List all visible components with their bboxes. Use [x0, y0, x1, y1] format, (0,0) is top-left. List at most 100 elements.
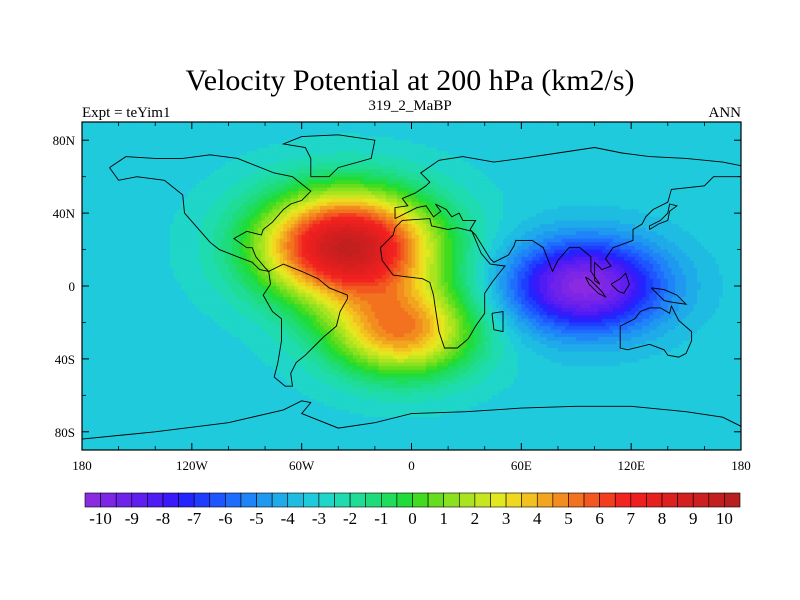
field-cell [203, 177, 207, 181]
field-cell [126, 195, 130, 199]
field-cell [122, 191, 126, 195]
field-cell [430, 180, 434, 184]
field-cell [258, 184, 262, 188]
field-cell [617, 158, 621, 162]
field-cell [507, 173, 511, 177]
field-cell [390, 173, 394, 177]
field-cell [228, 173, 232, 177]
field-cell [463, 202, 467, 206]
field-cell [130, 137, 134, 141]
field-cell [174, 162, 178, 166]
field-cell [108, 137, 112, 141]
field-cell [93, 166, 97, 170]
field-cell [291, 184, 295, 188]
field-cell [536, 191, 540, 195]
field-cell [115, 180, 119, 184]
field-cell [368, 220, 372, 224]
field-cell [386, 166, 390, 170]
field-cell [540, 180, 544, 184]
field-cell [379, 213, 383, 217]
field-cell [510, 169, 514, 173]
field-cell [195, 188, 199, 192]
field-cell [730, 199, 734, 203]
field-cell [155, 195, 159, 199]
field-cell [477, 206, 481, 210]
field-cell [291, 148, 295, 152]
field-cell [97, 213, 101, 217]
field-cell [108, 133, 112, 137]
field-cell [565, 144, 569, 148]
field-cell [272, 126, 276, 130]
field-cell [466, 180, 470, 184]
field-cell [390, 209, 394, 213]
field-cell [408, 144, 412, 148]
field-cell [393, 202, 397, 206]
field-cell [543, 144, 547, 148]
field-cell [613, 184, 617, 188]
field-cell [232, 202, 236, 206]
field-cell [474, 133, 478, 137]
field-cell [375, 213, 379, 217]
field-cell [701, 209, 705, 213]
field-cell [624, 191, 628, 195]
field-cell [195, 202, 199, 206]
field-cell [404, 126, 408, 130]
field-cell [503, 173, 507, 177]
field-cell [386, 155, 390, 159]
field-cell [554, 144, 558, 148]
field-cell [261, 162, 265, 166]
field-cell [217, 166, 221, 170]
field-cell [152, 137, 156, 141]
field-cell [276, 195, 280, 199]
field-cell [503, 199, 507, 203]
field-cell [397, 133, 401, 137]
field-cell [404, 191, 408, 195]
field-cell [734, 180, 738, 184]
field-cell [628, 213, 632, 217]
field-cell [181, 213, 185, 217]
field-cell [163, 133, 167, 137]
field-cell [360, 209, 364, 213]
field-cell [119, 129, 123, 133]
field-cell [518, 213, 522, 217]
field-cell [646, 148, 650, 152]
field-cell [368, 206, 372, 210]
field-cell [170, 173, 174, 177]
field-cell [704, 191, 708, 195]
field-cell [540, 209, 544, 213]
field-cell [587, 209, 591, 213]
field-cell [185, 199, 189, 203]
field-cell [628, 177, 632, 181]
field-cell [239, 166, 243, 170]
field-cell [360, 162, 364, 166]
field-cell [137, 206, 141, 210]
field-cell [477, 173, 481, 177]
field-cell [86, 220, 90, 224]
field-cell [185, 191, 189, 195]
field-cell [455, 140, 459, 144]
field-cell [701, 133, 705, 137]
field-cell [715, 206, 719, 210]
field-cell [437, 137, 441, 141]
field-cell [232, 151, 236, 155]
field-cell [280, 188, 284, 192]
field-cell [646, 122, 650, 126]
field-cell [357, 213, 361, 217]
field-cell [379, 191, 383, 195]
field-cell [185, 184, 189, 188]
field-cell [536, 151, 540, 155]
field-cell [488, 144, 492, 148]
field-cell [441, 191, 445, 195]
field-cell [452, 188, 456, 192]
field-cell [591, 180, 595, 184]
field-cell [671, 158, 675, 162]
field-cell [631, 162, 635, 166]
field-cell [412, 144, 416, 148]
field-cell [159, 188, 163, 192]
field-cell [360, 199, 364, 203]
field-cell [86, 140, 90, 144]
field-cell [422, 155, 426, 159]
field-cell [573, 184, 577, 188]
field-cell [701, 191, 705, 195]
field-cell [379, 202, 383, 206]
